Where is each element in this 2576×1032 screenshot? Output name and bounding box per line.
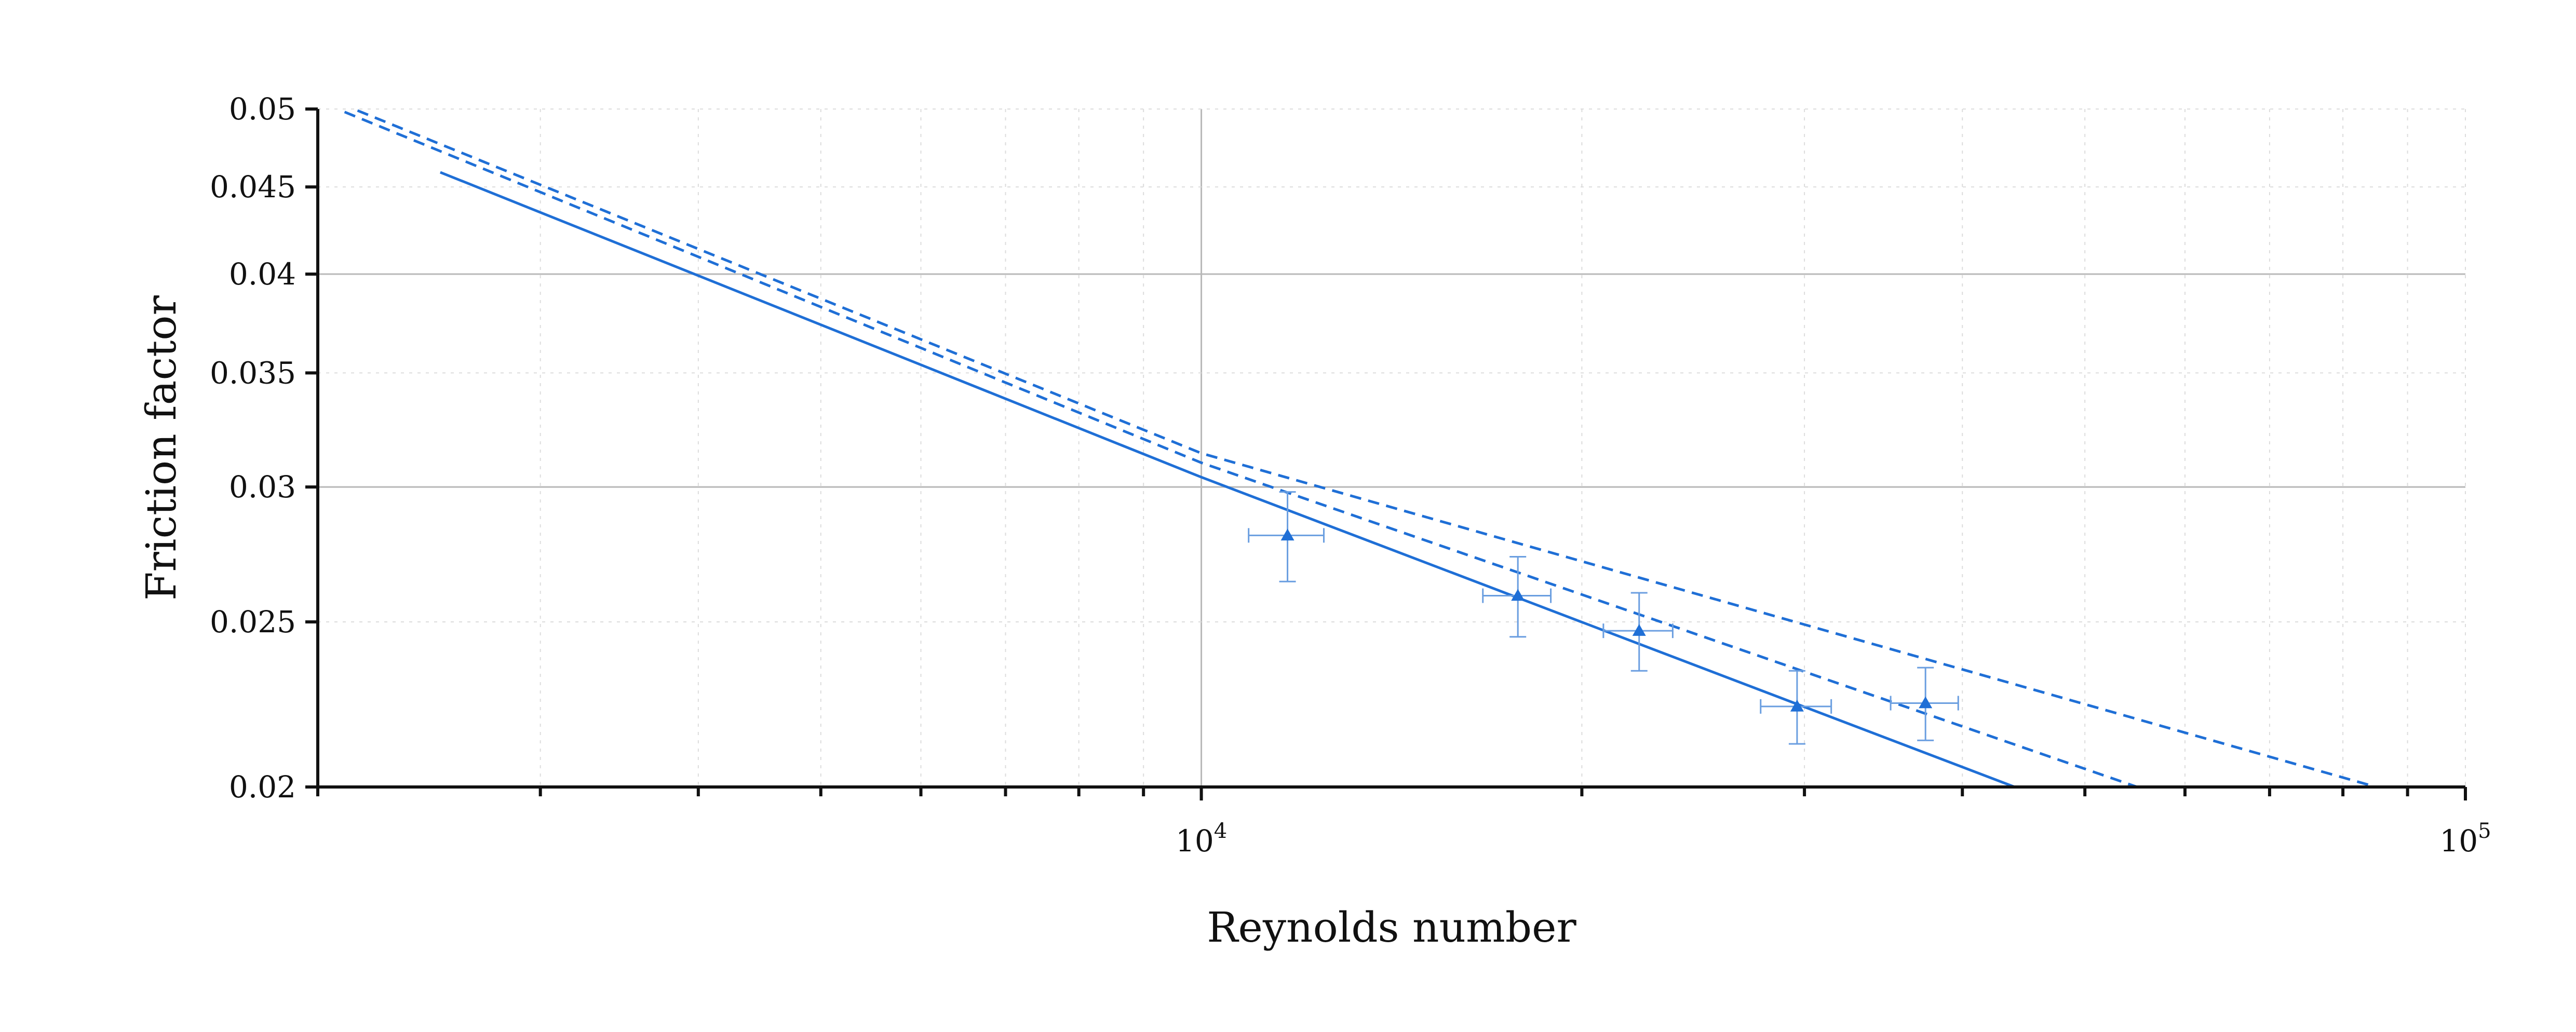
y-tick-label: 0.045	[210, 169, 296, 205]
triangle-marker	[1919, 696, 1933, 709]
triangle-marker	[1790, 699, 1804, 712]
x-tick-label: 104	[1176, 819, 1227, 859]
data-point	[1602, 592, 1674, 672]
triangle-marker	[1280, 528, 1294, 541]
triangle-marker	[1632, 624, 1646, 636]
data-points	[1248, 491, 1959, 745]
triangle-marker	[1511, 589, 1525, 601]
y-tick-label: 0.025	[210, 604, 296, 640]
y-tick-label: 0.04	[229, 256, 296, 292]
x-tick-label: 105	[2439, 819, 2491, 859]
ticks: 0.02 0.025 0.03 0.035 0.04 0.045 0.05 104 105	[210, 91, 2491, 859]
dashed-series-line	[344, 111, 2138, 789]
dashed-series-line	[357, 109, 2377, 789]
data-point	[1482, 556, 1552, 638]
series-lines	[344, 109, 2377, 789]
y-tick-label: 0.035	[210, 355, 296, 390]
y-tick-label: 0.05	[229, 91, 296, 127]
y-axis-title: Friction factor	[137, 295, 185, 600]
solid-series-line	[439, 171, 2015, 789]
axes	[316, 109, 2465, 789]
y-tick-label: 0.02	[229, 769, 296, 805]
y-tick-label: 0.03	[229, 469, 296, 505]
x-axis-title: Reynolds number	[1207, 903, 1576, 952]
data-point	[1890, 667, 1959, 741]
data-point	[1760, 670, 1832, 745]
grid	[317, 108, 2466, 787]
data-point	[1248, 491, 1325, 582]
